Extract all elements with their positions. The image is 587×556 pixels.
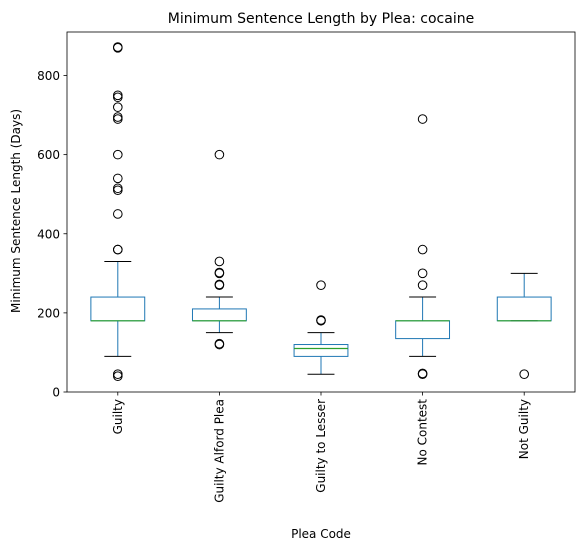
- outlier-point: [113, 149, 123, 160]
- iqr-box: [90, 296, 146, 322]
- outlier-point: [417, 280, 428, 290]
- iqr-box: [395, 320, 451, 340]
- outlier-point: [113, 92, 123, 103]
- outlier-point: [316, 280, 326, 290]
- outlier-point: [214, 279, 225, 290]
- chart-title: Minimum Sentence Length by Plea: cocaine: [168, 11, 474, 27]
- outlier-point: [113, 102, 123, 112]
- outlier-point: [113, 371, 123, 381]
- outlier-point: [113, 185, 123, 196]
- outlier-point: [316, 315, 326, 325]
- iqr-box: [293, 344, 349, 357]
- box-group-3: [395, 114, 451, 379]
- y-tick-label: 600: [37, 148, 60, 162]
- y-tick-label: 0: [52, 386, 60, 400]
- y-axis-label: Minimum Sentence Length (Days): [9, 109, 23, 313]
- iqr-box: [496, 296, 552, 322]
- x-tick-label: No Contest: [416, 399, 430, 466]
- x-tick-label: Guilty to Lesser: [314, 399, 328, 493]
- x-tick-label: Guilty Alford Plea: [212, 399, 226, 503]
- x-axis: Guilty Guilty Alford Plea Guilty to Lesser…: [111, 392, 531, 503]
- outlier-point: [417, 268, 428, 279]
- box-group-0: [90, 42, 146, 381]
- box-group-2: [293, 280, 349, 375]
- y-tick-label: 800: [37, 69, 60, 83]
- y-axis: 0 200 400 600 800: [37, 69, 67, 400]
- outlier-point: [417, 244, 428, 255]
- outlier-point: [113, 244, 123, 255]
- outlier-point: [417, 368, 428, 379]
- outlier-point: [214, 267, 225, 278]
- outlier-point: [113, 209, 123, 219]
- plot-area: [66, 31, 576, 393]
- box-group-1: [191, 149, 247, 350]
- outlier-point: [214, 338, 225, 349]
- y-tick-label: 200: [37, 306, 60, 320]
- outlier-point: [113, 90, 123, 101]
- outlier-point: [113, 369, 123, 379]
- outlier-point: [113, 173, 123, 184]
- outlier-point: [214, 256, 225, 267]
- outlier-point: [519, 369, 530, 379]
- outlier-point: [113, 42, 123, 52]
- y-tick-label: 400: [37, 227, 60, 241]
- x-tick-label: Not Guilty: [517, 399, 531, 459]
- x-tick-label: Guilty: [111, 399, 125, 434]
- outlier-point: [113, 112, 123, 122]
- x-axis-label: Plea Code: [291, 527, 351, 541]
- outlier-point: [113, 114, 123, 124]
- outlier-point: [214, 149, 225, 160]
- box-group-4: [496, 272, 552, 379]
- iqr-box: [191, 308, 247, 322]
- outlier-point: [417, 114, 428, 124]
- outlier-point: [113, 183, 123, 194]
